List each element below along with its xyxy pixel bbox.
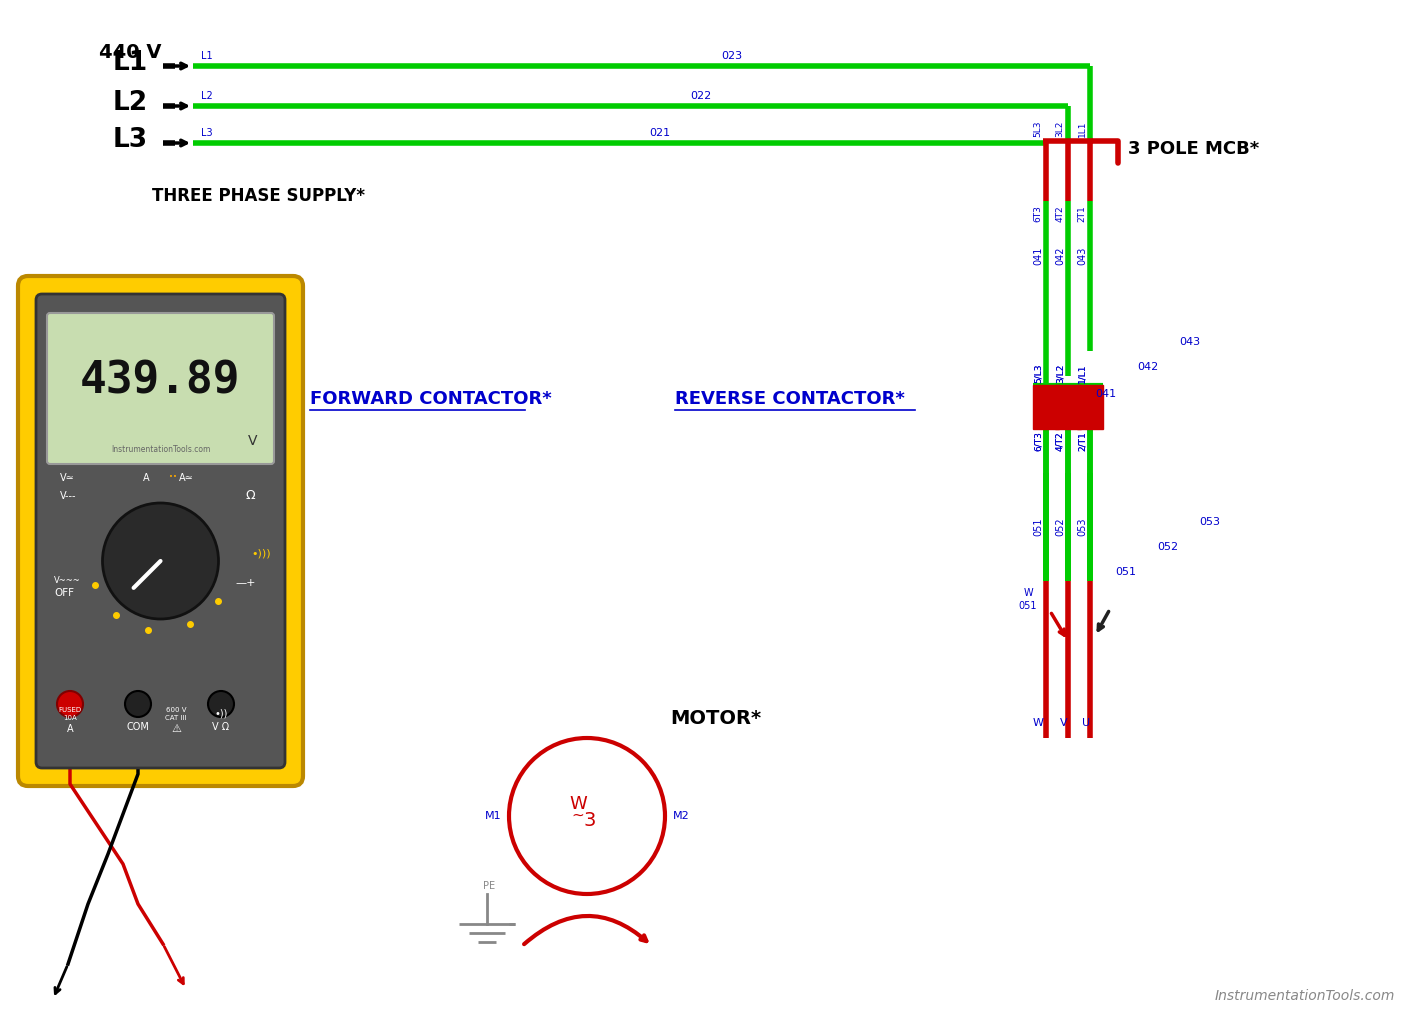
Text: FUSED: FUSED [58, 707, 81, 713]
Text: 10A: 10A [63, 715, 77, 721]
Text: 023: 023 [721, 51, 743, 61]
Text: 5/L3: 5/L3 [1033, 363, 1043, 383]
Text: M2: M2 [673, 811, 690, 821]
Text: 3L2: 3L2 [1056, 120, 1064, 137]
Text: W: W [1023, 588, 1033, 598]
Text: L1: L1 [112, 50, 148, 76]
Text: 5/L3: 5/L3 [1033, 363, 1043, 383]
Text: 042: 042 [1054, 247, 1064, 265]
Text: PE: PE [482, 881, 495, 891]
Text: 022: 022 [690, 91, 712, 101]
Text: 051: 051 [1033, 518, 1043, 536]
Text: COM: COM [127, 722, 149, 732]
Text: 053: 053 [1077, 518, 1087, 536]
Text: 2/T1: 2/T1 [1077, 431, 1087, 450]
Text: V: V [248, 434, 258, 448]
Text: 4/T2: 4/T2 [1056, 431, 1064, 450]
Text: 4/T2: 4/T2 [1056, 431, 1064, 450]
Text: Ω: Ω [245, 489, 255, 502]
Text: 1/L1: 1/L1 [1077, 363, 1087, 383]
Text: L2: L2 [112, 90, 148, 116]
Text: $\mathsf{W}$: $\mathsf{W}$ [569, 795, 589, 813]
Text: 052: 052 [1054, 518, 1064, 536]
Text: A: A [67, 724, 74, 734]
Circle shape [125, 691, 151, 717]
FancyBboxPatch shape [1033, 385, 1059, 429]
Text: 051: 051 [1116, 567, 1137, 577]
Text: 053: 053 [1200, 517, 1221, 527]
Text: V~~~: V~~~ [54, 576, 81, 585]
Text: 2T1: 2T1 [1077, 205, 1087, 222]
Text: FORWARD CONTACTOR*: FORWARD CONTACTOR* [310, 390, 552, 408]
Text: L3: L3 [112, 127, 148, 153]
Text: V≃: V≃ [60, 473, 75, 483]
Circle shape [509, 738, 665, 894]
Text: L3: L3 [201, 128, 212, 138]
Text: $\mathsf{3}$: $\mathsf{3}$ [582, 811, 595, 829]
Text: 1L1: 1L1 [1077, 120, 1087, 137]
Text: REVERSE CONTACTOR*: REVERSE CONTACTOR* [675, 390, 905, 408]
Text: 6T3: 6T3 [1033, 205, 1043, 222]
Text: 3 POLE MCB*: 3 POLE MCB* [1128, 140, 1259, 158]
Text: 439.89: 439.89 [80, 359, 240, 402]
Text: 041: 041 [1033, 247, 1043, 265]
Text: ⚠: ⚠ [171, 724, 181, 734]
Text: 052: 052 [1157, 542, 1178, 552]
Text: CAT III: CAT III [165, 715, 186, 721]
Text: 2/T1: 2/T1 [1077, 431, 1087, 450]
FancyBboxPatch shape [47, 313, 275, 464]
Text: THREE PHASE SUPPLY*: THREE PHASE SUPPLY* [151, 187, 364, 205]
Text: 440 V: 440 V [98, 43, 161, 62]
FancyBboxPatch shape [36, 294, 285, 768]
Circle shape [208, 691, 233, 717]
Text: 6/T3: 6/T3 [1033, 431, 1043, 451]
Text: OFF: OFF [54, 588, 74, 598]
Text: 3/L2: 3/L2 [1056, 363, 1064, 383]
FancyBboxPatch shape [1077, 385, 1103, 429]
Text: •)): •)) [215, 708, 228, 718]
Text: 600 V: 600 V [165, 707, 186, 713]
Text: V: V [1060, 718, 1067, 728]
Circle shape [102, 503, 219, 619]
Text: V Ω: V Ω [212, 722, 229, 732]
Text: 021: 021 [649, 128, 670, 138]
Text: 1/L1: 1/L1 [1077, 363, 1087, 383]
Text: U: U [1081, 718, 1090, 728]
Text: 3/L2: 3/L2 [1056, 363, 1064, 383]
Text: InstrumentationTools.com: InstrumentationTools.com [111, 444, 211, 453]
Text: 042: 042 [1137, 362, 1158, 372]
FancyBboxPatch shape [18, 276, 303, 786]
Text: $\sim$: $\sim$ [569, 807, 585, 822]
Text: ••: •• [168, 474, 176, 480]
Text: A: A [142, 473, 149, 483]
Text: W: W [1033, 718, 1043, 728]
Text: 041: 041 [1096, 389, 1117, 399]
Text: 043: 043 [1180, 337, 1201, 347]
Text: 6/T3: 6/T3 [1033, 431, 1043, 451]
Text: L1: L1 [201, 51, 212, 61]
Text: •))): •))) [250, 548, 270, 558]
Text: InstrumentationTools.com: InstrumentationTools.com [1215, 989, 1395, 1003]
Text: 5L3: 5L3 [1033, 120, 1043, 137]
Text: A≃: A≃ [178, 473, 194, 483]
Text: —+: —+ [235, 578, 256, 588]
Text: V---: V--- [60, 491, 77, 501]
Text: 4T2: 4T2 [1056, 205, 1064, 222]
Text: MOTOR*: MOTOR* [670, 709, 761, 728]
Text: L2: L2 [201, 91, 213, 101]
Text: M1: M1 [484, 811, 501, 821]
Text: 043: 043 [1077, 247, 1087, 265]
Text: 051: 051 [1019, 601, 1037, 611]
FancyBboxPatch shape [1054, 385, 1081, 429]
Circle shape [57, 691, 83, 717]
